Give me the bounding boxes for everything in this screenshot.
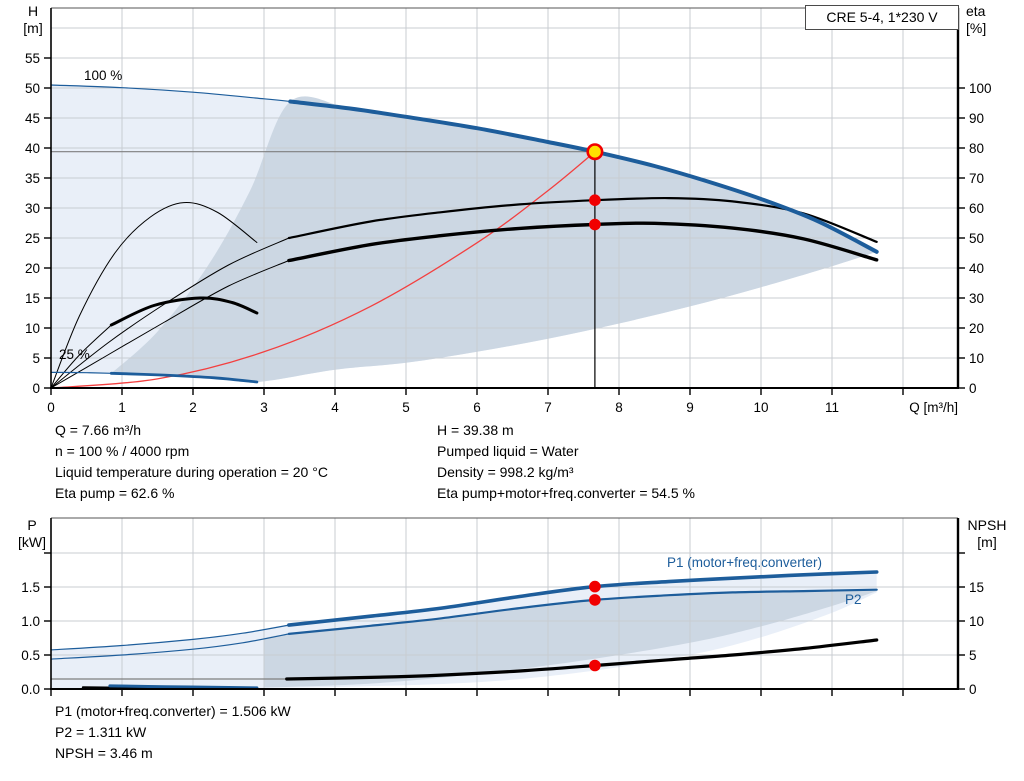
npsh-axis-label: NPSH [m]: [958, 517, 1016, 551]
npsh-axis-symbol: NPSH: [967, 517, 1007, 533]
info-liquid-temp: Liquid temperature during operation = 20…: [55, 464, 328, 480]
info-eta-total: Eta pump+motor+freq.converter = 54.5 %: [437, 485, 695, 501]
power-axis-symbol: P: [27, 517, 37, 533]
tick-label: 10: [969, 614, 984, 629]
p2-rise: [50, 633, 290, 660]
info-density: Density = 998.2 kg/m³: [437, 464, 574, 480]
tick-label: 9: [686, 400, 694, 415]
tick-label: 50: [969, 231, 984, 246]
info-pumped-liquid: Pumped liquid = Water: [437, 443, 579, 459]
head-axis-symbol: H: [27, 3, 39, 19]
tick-label: 0.0: [21, 682, 40, 697]
tick-label: 0.5: [21, 648, 40, 663]
eta-pump-25: [50, 202, 258, 389]
info-head: H = 39.38 m: [437, 422, 514, 438]
tick-label: 10: [25, 321, 40, 336]
tick-label: 5: [32, 351, 40, 366]
tick-label: 30: [969, 291, 984, 306]
system-curve: [50, 151, 596, 389]
tick-label: 60: [969, 201, 984, 216]
eta-total-rise: [50, 260, 290, 389]
eta-axis-symbol: eta: [966, 3, 986, 19]
speed-25-label: 25 %: [59, 347, 90, 362]
p1-dot: [589, 580, 601, 593]
info-flow: Q = 7.66 m³/h: [55, 422, 141, 438]
tick-label: 7: [544, 400, 552, 415]
tick-label: 55: [25, 51, 40, 66]
tick-label: 1: [118, 400, 126, 415]
tick-label: 11: [825, 400, 839, 415]
tick-label: 0: [32, 381, 40, 396]
tick-label: 6: [473, 400, 481, 415]
tick-label: 1.0: [21, 614, 40, 629]
eta-total-25: [109, 296, 259, 327]
p1-curve-label: P1 (motor+freq.converter): [667, 555, 822, 570]
duty-point[interactable]: [586, 143, 604, 161]
envelope-dark: [111, 96, 877, 383]
tick-label: 70: [969, 171, 984, 186]
tick-label: 40: [25, 141, 40, 156]
eta-axis-unit: [%]: [966, 20, 987, 36]
tick-label: 90: [969, 111, 984, 126]
tick-label: 45: [25, 111, 40, 126]
eta-total-dot: [589, 218, 601, 231]
info-speed: n = 100 % / 4000 rpm: [55, 443, 190, 459]
tick-label: 30: [25, 201, 40, 216]
tick-label: 3: [260, 400, 268, 415]
head-axis-label: H [m]: [16, 3, 50, 37]
info-eta-pump: Eta pump = 62.6 %: [55, 485, 175, 501]
tick-label: 100: [969, 81, 992, 96]
tick-label: 10: [969, 351, 984, 366]
tick-label: 5: [402, 400, 410, 415]
power-dark: [264, 589, 877, 688]
speed-100-label: 100 %: [84, 68, 123, 83]
tick-label: 5: [969, 648, 977, 663]
npsh-axis-unit: [m]: [977, 534, 997, 550]
tick-label: 20: [969, 321, 984, 336]
tick-label: 15: [25, 291, 40, 306]
tick-label: 40: [969, 261, 984, 276]
power-axis-label: P [kW]: [12, 517, 52, 551]
tick-label: 35: [25, 171, 40, 186]
power-axis-unit: [kW]: [18, 534, 46, 550]
duty-info-right: H = 39.38 m Pumped liquid = Water Densit…: [437, 420, 695, 504]
tick-label: 4: [331, 400, 339, 415]
info-npsh: NPSH = 3.46 m: [55, 745, 153, 761]
tick-label: 10: [753, 400, 768, 415]
h-100-thin: [50, 84, 291, 103]
tick-label: 8: [615, 400, 623, 415]
tick-label: 0: [47, 400, 55, 415]
p-25-blue: [108, 684, 259, 690]
p1-rise: [50, 624, 290, 651]
tick-label: 15: [969, 580, 984, 595]
pump-model-badge: CRE 5-4, 1*230 V: [805, 5, 959, 30]
eta-pump-dot: [589, 194, 601, 206]
h-25: [109, 371, 259, 384]
power-npsh-chart: 0.0 0.5 1.0 1.5 0 5 10 15: [21, 517, 984, 697]
info-p2: P2 = 1.311 kW: [55, 724, 147, 740]
duty-info-left: Q = 7.66 m³/h n = 100 % / 4000 rpm Liqui…: [55, 420, 328, 504]
tick-label: 50: [25, 81, 40, 96]
npsh-dot: [589, 659, 601, 672]
p2-curve-label: P2: [845, 592, 862, 607]
tick-label: 0: [969, 682, 977, 697]
tick-label: 80: [969, 141, 984, 156]
head-axis-unit: [m]: [23, 20, 43, 36]
h-25-thin: [50, 371, 112, 374]
p2-dot: [589, 594, 601, 606]
flow-axis-label: Q [m³/h]: [909, 400, 958, 415]
tick-label: 0: [969, 381, 977, 396]
info-p1: P1 (motor+freq.converter) = 1.506 kW: [55, 703, 291, 719]
power-info-block: P1 (motor+freq.converter) = 1.506 kW P2 …: [55, 701, 291, 764]
tick-label: 20: [25, 261, 40, 276]
tick-label: 25: [25, 231, 40, 246]
qh-eta-chart: 0 1 2 3 4 5 6 7 8 9 10 1105101520253035404550550102…: [25, 7, 992, 415]
tick-label: 1.5: [21, 580, 40, 595]
eta-total-25-rise: [50, 324, 112, 389]
eta-axis-label: eta [%]: [966, 3, 1010, 37]
tick-label: 2: [189, 400, 197, 415]
